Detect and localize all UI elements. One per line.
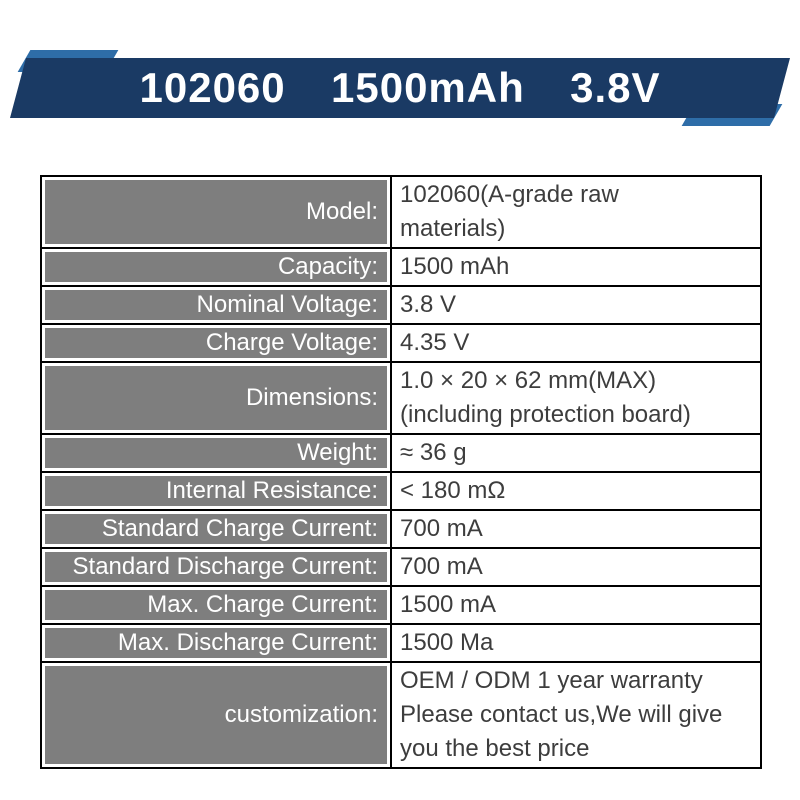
row-label: Capacity: [45,252,387,282]
row-value: ≈ 36 g [400,439,467,466]
row-label: Model: [45,180,387,244]
row-value: 1500 Ma [400,629,494,656]
row-label: customization: [45,666,387,764]
spec-table: Model: 102060(A-grade raw materials) Cap… [40,175,762,769]
table-row: Standard Charge Current: 700 mA [40,509,762,549]
table-row: Max. Discharge Current: 1500 Ma [40,623,762,663]
row-label: Charge Voltage: [45,328,387,358]
row-value: 4.35 V [400,329,470,356]
banner-band: 102060 1500mAh 3.8V [10,58,790,118]
row-value: 1500 mA [400,591,497,618]
row-label: Max. Discharge Current: [45,628,387,658]
row-value: 1.0 × 20 × 62 mm(MAX) (including protect… [400,367,691,428]
table-row: Nominal Voltage: 3.8 V [40,285,762,325]
spec-table-wrapper: Model: 102060(A-grade raw materials) Cap… [40,175,762,769]
table-row: Standard Discharge Current: 700 mA [40,547,762,587]
table-row: Model: 102060(A-grade raw materials) [40,175,762,249]
product-title: 102060 1500mAh 3.8V [139,64,661,111]
row-label: Weight: [45,438,387,468]
row-value: 700 mA [400,553,483,580]
row-value: 1500 mAh [400,253,510,280]
row-label: Standard Charge Current: [45,514,387,544]
table-row: customization: OEM / ODM 1 year warranty… [40,661,762,769]
product-banner: 102060 1500mAh 3.8V [10,50,790,126]
row-value: 3.8 V [400,291,457,318]
table-row: Internal Resistance: < 180 mΩ [40,471,762,511]
row-value: 700 mA [400,515,483,542]
row-label: Max. Charge Current: [45,590,387,620]
table-row: Max. Charge Current: 1500 mA [40,585,762,625]
row-label: Nominal Voltage: [45,290,387,320]
row-value: 102060(A-grade raw materials) [400,181,619,242]
row-label: Internal Resistance: [45,476,387,506]
table-row: Capacity: 1500 mAh [40,247,762,287]
row-value: OEM / ODM 1 year warranty Please contact… [400,667,723,762]
table-row: Charge Voltage: 4.35 V [40,323,762,363]
table-row: Weight: ≈ 36 g [40,433,762,473]
table-row: Dimensions: 1.0 × 20 × 62 mm(MAX) (inclu… [40,361,762,435]
row-label: Dimensions: [45,366,387,430]
row-label: Standard Discharge Current: [45,552,387,582]
row-value: < 180 mΩ [400,477,506,504]
